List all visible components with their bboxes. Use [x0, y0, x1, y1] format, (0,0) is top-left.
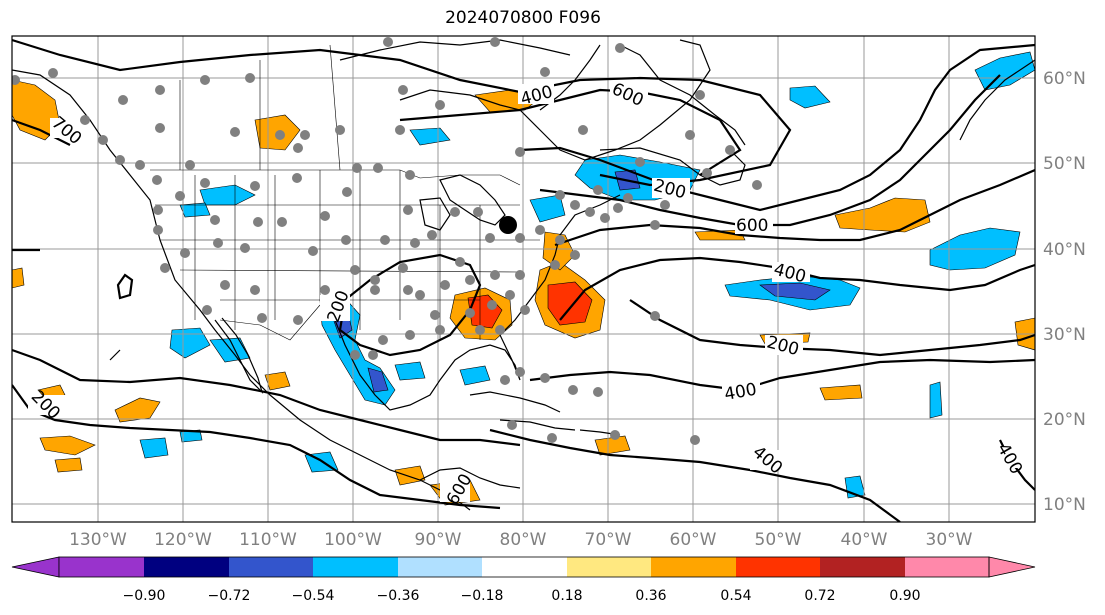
colorbar-tick: 0.18 [551, 588, 582, 604]
contour-label: 600 [736, 216, 768, 236]
colorbar-tick: 0.90 [889, 588, 920, 604]
latitude-labels: 60°N 50°N 40°N 30°N 20°N 10°N [1043, 69, 1086, 515]
lat-label: 30°N [1043, 325, 1086, 345]
lat-label: 40°N [1043, 240, 1086, 260]
lon-label: 100°W [324, 530, 382, 550]
lon-label: 80°W [500, 530, 547, 550]
colorbar-tick: −0.18 [461, 588, 504, 604]
colorbar-tick: 0.72 [804, 588, 835, 604]
colorbar-segment [651, 557, 736, 577]
lat-label: 60°N [1043, 69, 1086, 89]
lat-label: 50°N [1043, 154, 1086, 174]
colorbar-tick: 0.54 [720, 588, 751, 604]
colorbar-segment [482, 557, 567, 577]
colorbar-segment [905, 557, 989, 577]
colorbar-segment [736, 557, 820, 577]
lon-label: 110°W [239, 530, 297, 550]
colorbar-segment [820, 557, 905, 577]
lon-label: 90°W [415, 530, 462, 550]
lon-label: 60°W [670, 530, 717, 550]
colorbar: −0.90 −0.72 −0.54 −0.36 −0.18 0.18 0.36 … [11, 556, 1036, 604]
colorbar-extend-high [988, 556, 1036, 578]
lon-label: 120°W [154, 530, 212, 550]
colorbar-segment [567, 557, 651, 577]
colorbar-tick: 0.36 [635, 588, 666, 604]
coastlines [12, 39, 1035, 511]
colorbar-segment [398, 557, 482, 577]
longitude-labels: 130°W 120°W 110°W 100°W 90°W 80°W 70°W 6… [69, 530, 973, 550]
lon-label: 40°W [841, 530, 888, 550]
map-title: 2024070800 F096 [445, 8, 601, 28]
colorbar-segment [59, 557, 144, 577]
lat-label: 20°N [1043, 410, 1086, 430]
colorbar-tick: −0.90 [123, 588, 166, 604]
lon-label: 30°W [926, 530, 973, 550]
lon-label: 130°W [69, 530, 127, 550]
map-frame [11, 35, 1036, 523]
lon-label: 70°W [585, 530, 632, 550]
lon-label: 50°W [755, 530, 802, 550]
lat-label: 10°N [1043, 495, 1086, 515]
colorbar-segment [313, 557, 398, 577]
colorbar-segment [144, 557, 229, 577]
station-markers [12, 37, 762, 445]
colorbar-tick: −0.72 [208, 588, 251, 604]
target-location-marker [499, 216, 517, 234]
colorbar-segment [229, 557, 313, 577]
colorbar-extend-low [11, 556, 60, 578]
colorbar-tick: −0.54 [292, 588, 335, 604]
colorbar-tick: −0.36 [377, 588, 420, 604]
